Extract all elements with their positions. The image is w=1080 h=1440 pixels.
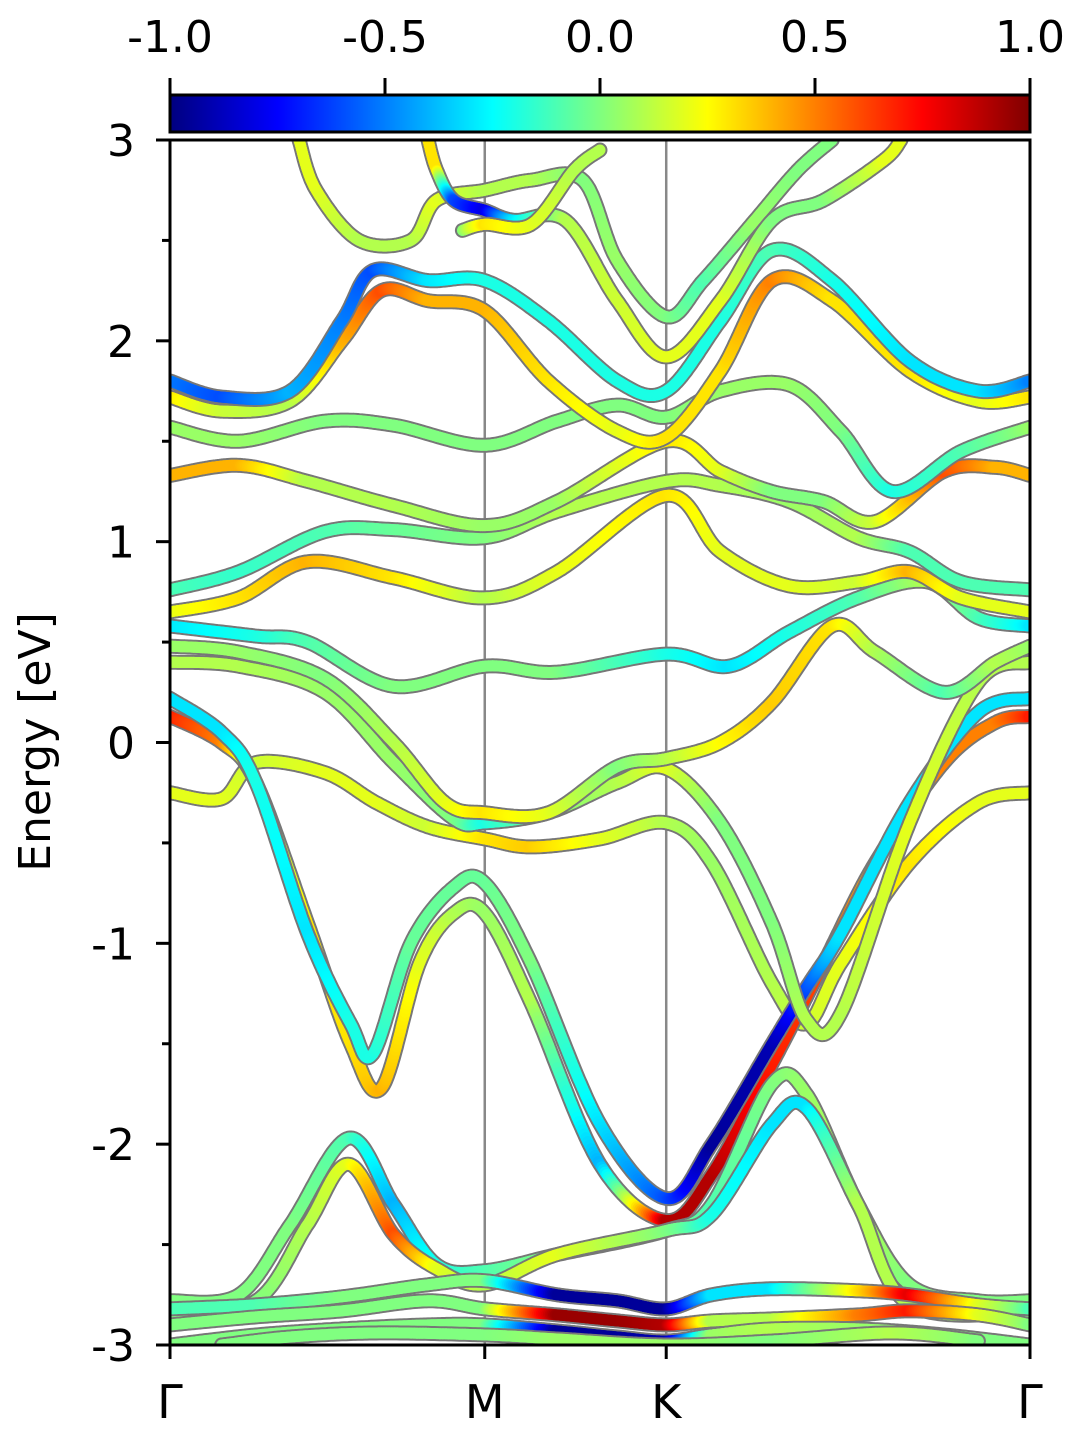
band-1	[170, 753, 1030, 1032]
band-3	[170, 690, 1030, 1207]
colorbar-ticks: -1.0 -0.5 0.0 0.5 1.0	[127, 12, 1065, 95]
kpath-lines	[483, 140, 668, 1345]
colorbar-tick-label: 0.5	[780, 12, 850, 63]
colorbar-gradient	[168, 93, 1032, 134]
band-4	[170, 654, 1030, 1043]
colorbar-tick-label: -0.5	[342, 12, 428, 63]
bands	[170, 140, 1030, 1345]
colorbar-tick-label: 0.0	[565, 12, 635, 63]
colorbar-tick-label: 1.0	[995, 12, 1065, 63]
colorbar-tick-label: -1.0	[127, 12, 213, 63]
colorbar: -1.0 -0.5 0.0 0.5 1.0	[127, 12, 1065, 134]
